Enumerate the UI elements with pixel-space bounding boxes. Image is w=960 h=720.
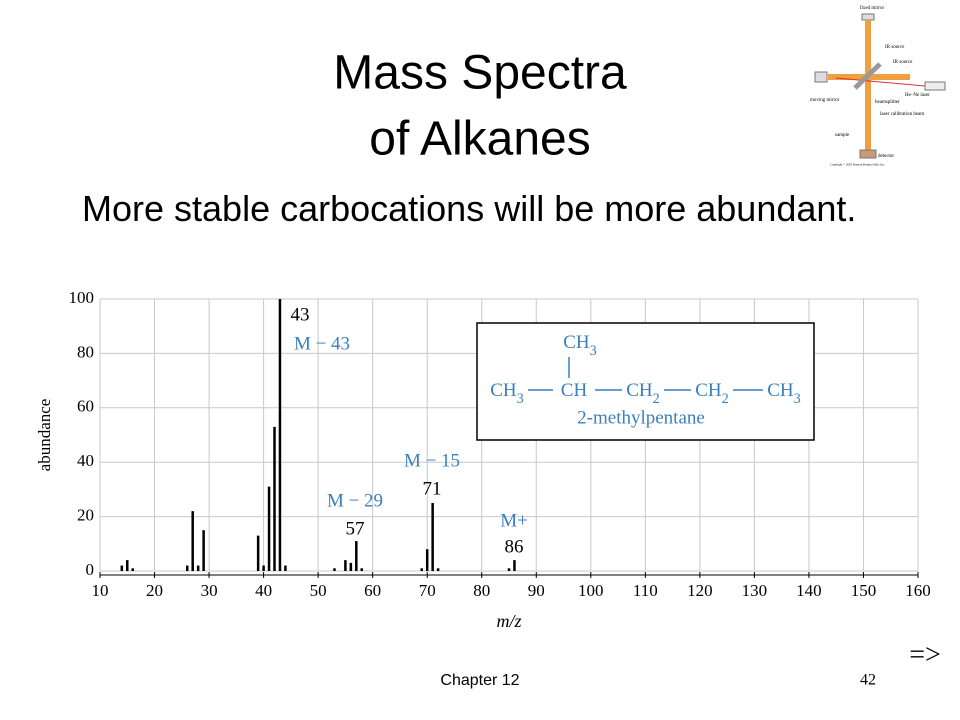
inset-label: detector xyxy=(878,154,894,159)
y-axis-label: abundance xyxy=(35,399,54,472)
x-tick-label: 80 xyxy=(473,581,490,600)
x-tick-label: 50 xyxy=(310,581,327,600)
inset-label: IR source xyxy=(885,45,905,50)
inset-label: Copyright © 2005 Pearson Prentice Hall, … xyxy=(830,162,885,168)
beam xyxy=(865,20,871,150)
inset-diagram xyxy=(810,2,946,170)
x-tick-label: 130 xyxy=(742,581,768,600)
y-tick-label: 80 xyxy=(77,342,94,361)
structure-group: CH2 xyxy=(695,380,729,407)
x-tick-label: 150 xyxy=(851,581,877,600)
peak-annotation: 57 xyxy=(346,518,365,539)
x-tick-label: 40 xyxy=(255,581,272,600)
beamsplitter xyxy=(853,62,882,90)
structure-group: CH3 xyxy=(563,332,597,359)
y-tick-label: 0 xyxy=(86,560,95,579)
inset-frame xyxy=(810,2,935,170)
structure-group: CH3 xyxy=(490,380,524,407)
mirror xyxy=(861,13,875,21)
x-axis-label: m/z xyxy=(496,611,521,631)
x-tick-label: 120 xyxy=(687,581,713,600)
laser-beam xyxy=(835,77,926,87)
title-line: of Alkanes xyxy=(369,113,590,166)
footer-chapter: Chapter 12 xyxy=(440,672,519,689)
peak-annotation: 43 xyxy=(291,304,310,325)
peak-annotation: M − 15 xyxy=(404,450,460,471)
bullet-text: More stable carbocations will be more ab… xyxy=(82,188,857,229)
x-tick-label: 60 xyxy=(364,581,381,600)
y-tick-label: 60 xyxy=(77,397,94,416)
peak-annotation: M − 29 xyxy=(327,490,383,511)
page-number: 42 xyxy=(860,672,876,689)
peak-annotation: 71 xyxy=(423,478,442,499)
peak-annotation: M+ xyxy=(500,510,528,531)
x-tick-label: 30 xyxy=(201,581,218,600)
inset-label: sample xyxy=(835,133,850,138)
structure-group: CH3 xyxy=(767,380,801,407)
structure-box xyxy=(476,322,815,441)
x-tick-label: 90 xyxy=(528,581,545,600)
next-link[interactable]: => xyxy=(909,639,941,670)
x-tick-label: 70 xyxy=(419,581,436,600)
x-tick-label: 20 xyxy=(146,581,163,600)
inset-label: laser calibration beam xyxy=(880,112,924,117)
structure-group: CH xyxy=(561,380,588,401)
inset-label: IR source xyxy=(893,60,913,65)
x-tick-label: 160 xyxy=(905,581,931,600)
y-tick-label: 20 xyxy=(77,506,94,525)
peak-annotation: 86 xyxy=(505,536,524,557)
inset-label: He–Ne laser xyxy=(905,93,930,98)
compound-name: 2-methylpentane xyxy=(577,407,705,428)
detector xyxy=(859,149,877,159)
structure-group: CH2 xyxy=(626,380,660,407)
x-tick-label: 140 xyxy=(796,581,822,600)
x-tick-label: 10 xyxy=(92,581,109,600)
inset-label: beamsplitter xyxy=(875,100,900,105)
mirror xyxy=(814,71,828,83)
y-tick-label: 100 xyxy=(69,288,95,307)
peak-annotation: M − 43 xyxy=(294,333,350,354)
x-tick-label: 100 xyxy=(578,581,604,600)
y-tick-label: 40 xyxy=(77,451,94,470)
inset-label: moving mirror xyxy=(810,98,840,103)
laser xyxy=(924,81,946,91)
x-tick-label: 110 xyxy=(633,581,658,600)
title-line: Mass Spectra xyxy=(333,47,627,100)
inset-label: fixed mirror xyxy=(860,6,885,11)
